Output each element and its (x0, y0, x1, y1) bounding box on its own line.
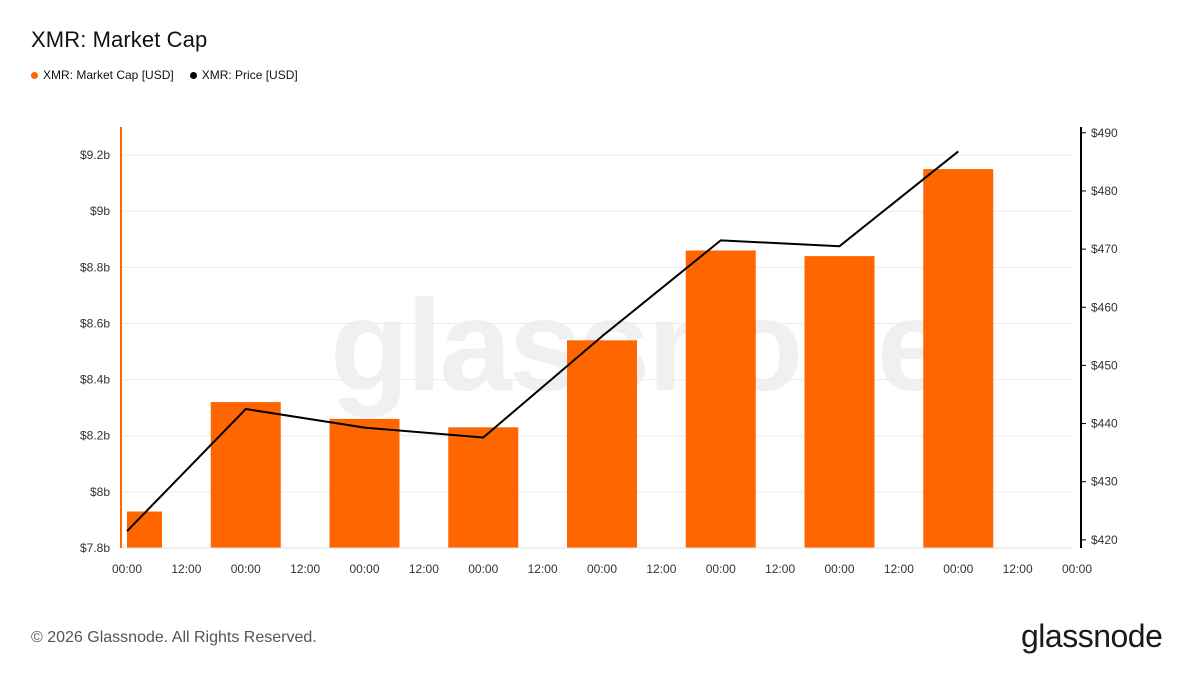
market-cap-bar (804, 256, 875, 548)
left-axis-tick-label: $8.6b (80, 316, 110, 330)
x-axis-tick-label: 00:00 (349, 562, 379, 576)
x-axis-tick-label: 00:00 (1062, 562, 1092, 576)
price-line (126, 150, 959, 532)
chart-legend: XMR: Market Cap [USD] XMR: Price [USD] (31, 68, 298, 82)
copyright-footer: © 2026 Glassnode. All Rights Reserved. (31, 629, 317, 646)
legend-item-market-cap[interactable]: XMR: Market Cap [USD] (31, 68, 174, 82)
glassnode-logo: glassnode (1021, 618, 1163, 654)
market-cap-bar (567, 340, 637, 548)
left-axis-tick-label: $9.2b (80, 148, 110, 162)
x-axis-tick-label: 00:00 (587, 562, 617, 576)
right-axis-tick-label: $470 (1091, 242, 1118, 256)
left-axis-tick-label: $8b (90, 485, 110, 499)
right-axis-tick-label: $490 (1091, 126, 1118, 140)
x-axis-tick-label: 00:00 (468, 562, 498, 576)
market-cap-bar (210, 402, 281, 548)
x-axis-tick-label: 12:00 (171, 562, 201, 576)
right-axis-tick-label: $430 (1091, 475, 1118, 489)
x-axis-tick-label: 12:00 (1003, 562, 1033, 576)
right-axis-tick-label: $420 (1091, 533, 1118, 547)
market-cap-bar (448, 427, 519, 548)
x-axis-tick-label: 00:00 (824, 562, 854, 576)
x-axis-tick-label: 00:00 (231, 562, 261, 576)
market-cap-bars (127, 169, 994, 548)
x-axis-tick-label: 12:00 (765, 562, 795, 576)
legend-label-market-cap: XMR: Market Cap [USD] (43, 68, 174, 82)
legend-item-price[interactable]: XMR: Price [USD] (189, 68, 298, 82)
x-axis-tick-label: 12:00 (290, 562, 320, 576)
left-axis-tick-label: $9b (90, 204, 110, 218)
legend-dot-price (189, 71, 197, 79)
x-axis-tick-label: 12:00 (409, 562, 439, 576)
left-axis-tick-label: $8.2b (80, 429, 110, 443)
x-axis-tick-label: 12:00 (528, 562, 558, 576)
legend-dot-market-cap (31, 71, 38, 79)
market-cap-bar (329, 418, 400, 548)
left-axis-tick-label: $7.8b (80, 541, 110, 555)
market-cap-bar (923, 169, 994, 548)
right-axis-tick-label: $440 (1091, 417, 1118, 431)
right-axis-tick-label: $480 (1091, 184, 1118, 198)
market-cap-bar (685, 250, 756, 548)
legend-label-price: XMR: Price [USD] (201, 68, 298, 82)
right-axis-tick-label: $460 (1091, 300, 1118, 314)
x-axis-tick-label: 12:00 (646, 562, 676, 576)
left-axis-tick-label: $8.4b (80, 373, 110, 387)
right-axis-tick-label: $450 (1091, 358, 1118, 372)
x-axis-tick-label: 00:00 (943, 562, 973, 576)
x-axis-tick-label: 12:00 (884, 562, 914, 576)
price-line-group (126, 150, 959, 532)
axes: $7.8b $8b $8.2b $8.4b $8.6b $8.8b $9b $9.2b $420… (80, 126, 1118, 576)
chart-title: XMR: Market Cap (31, 27, 208, 52)
left-axis-tick-label: $8.8b (80, 260, 110, 274)
x-axis-tick-label: 00:00 (706, 562, 736, 576)
market-cap-bar (127, 511, 162, 548)
x-axis-tick-label: 00:00 (112, 562, 142, 576)
chart-plot: $7.8b $8b $8.2b $8.4b $8.6b $8.8b $9b $9.2b $420… (80, 126, 1118, 576)
